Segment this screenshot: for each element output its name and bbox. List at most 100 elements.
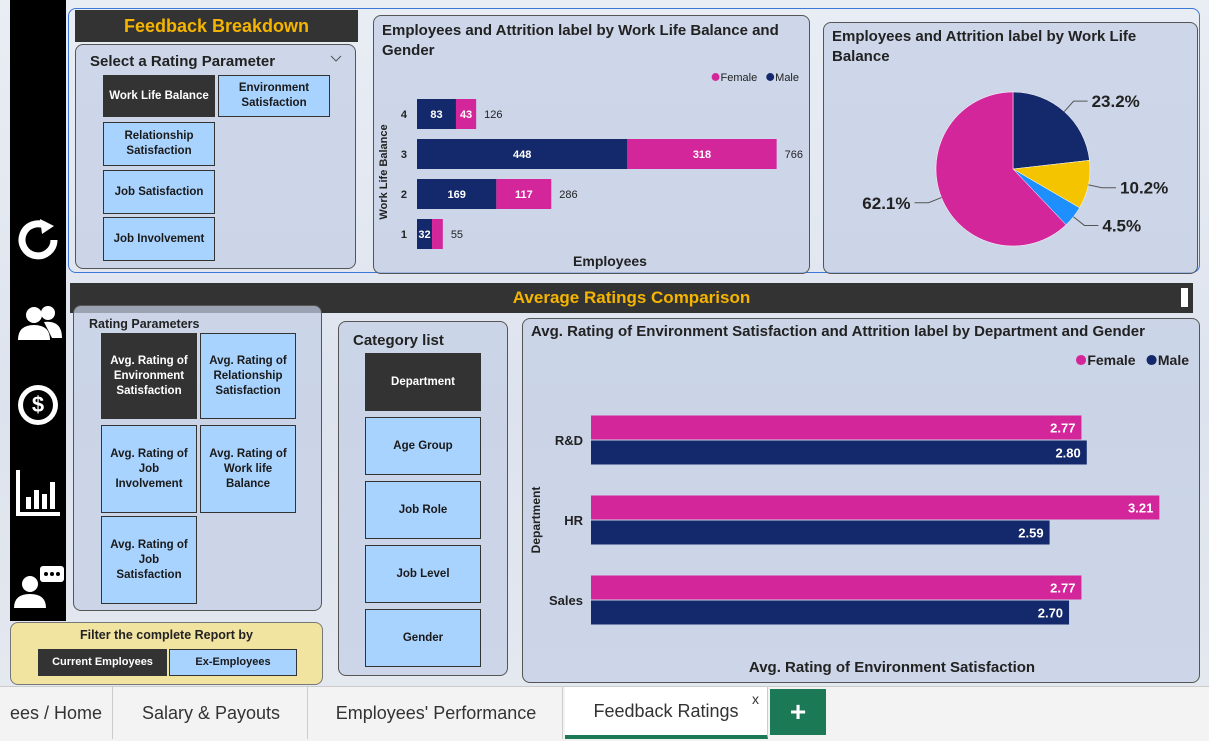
bar <box>591 415 1082 440</box>
report-canvas: $ Feedback Breakdown Select a Rating Par… <box>0 0 1209 686</box>
bar <box>627 139 777 169</box>
feedback-icon[interactable] <box>14 566 64 608</box>
salary-icon[interactable]: $ <box>18 385 58 425</box>
data-label: 3.21 <box>1128 501 1153 516</box>
y-tick-label: HR <box>564 513 583 528</box>
bar <box>417 219 433 249</box>
slicer-button[interactable]: Relationship Satisfaction <box>103 122 215 166</box>
data-label: 2.80 <box>1055 446 1080 461</box>
chart: R&D 2.77 2.80 HR 3.21 2.59 Sales 2.77 2.70 Avg. R… <box>529 352 1189 676</box>
bar <box>591 520 1050 545</box>
legend-label: Female <box>721 72 758 84</box>
y-tick-label: R&D <box>555 433 583 448</box>
data-label: 62.1% <box>862 194 910 213</box>
slicer-button[interactable]: Current Employees <box>38 649 167 676</box>
data-label: 448 <box>513 149 531 161</box>
pie-slice <box>1012 91 1090 170</box>
slicer-button[interactable]: Avg. Rating of Relationship Satisfaction <box>200 333 296 419</box>
total-label: 766 <box>785 149 803 161</box>
slicer-button[interactable]: Environment Satisfaction <box>218 75 330 117</box>
bar <box>591 440 1087 465</box>
slicer-button[interactable]: Work Life Balance <box>103 75 215 117</box>
bar <box>417 99 456 129</box>
data-label: 2.70 <box>1038 606 1063 621</box>
chart-title: Employees and Attrition label by Work Li… <box>832 28 1137 65</box>
tab[interactable]: Salary & Payouts <box>115 687 308 739</box>
y-tick-label: 3 <box>401 149 407 161</box>
data-label: 169 <box>447 189 465 201</box>
performance-icon[interactable] <box>16 470 60 516</box>
slicer-button[interactable]: Avg. Rating of Work life Balance <box>200 425 296 513</box>
y-axis-label: Department <box>529 487 543 554</box>
slicer-button[interactable]: Avg. Rating of Job Involvement <box>101 425 197 513</box>
y-tick-label: 1 <box>401 229 407 241</box>
refresh-icon[interactable] <box>18 220 58 260</box>
legend-label: Male <box>775 72 799 84</box>
legend-label: Male <box>1158 352 1189 368</box>
slicer-button[interactable]: Job Satisfaction <box>103 170 215 214</box>
x-axis-label: Employees <box>573 253 647 269</box>
leader-line <box>1063 100 1088 112</box>
data-label: 83 <box>430 109 442 121</box>
slicer-button[interactable]: Avg. Rating of Environment Satisfaction <box>101 333 197 419</box>
data-label: 2.77 <box>1050 581 1075 596</box>
leader-line <box>1073 216 1099 226</box>
x-axis-label: Avg. Rating of Environment Satisfaction <box>749 659 1035 676</box>
total-label: 126 <box>484 109 502 121</box>
tab[interactable]: Feedback Ratings <box>565 687 768 739</box>
bar <box>591 495 1160 520</box>
data-label: 117 <box>515 189 533 201</box>
slicer-button[interactable]: Job Level <box>365 545 481 603</box>
add-tab[interactable]: + <box>770 689 826 735</box>
slicer-title: Category list <box>353 332 444 349</box>
slicer-button[interactable]: Job Role <box>365 481 481 539</box>
chart-title: Avg. Rating of Environment Satisfaction … <box>531 323 1145 340</box>
chart: 23.2% 10.2% 4.5% 62.1% <box>862 91 1168 247</box>
chart: 4 83 43 126 3 448 318 766 2 169 117 286 1 32 55 Employe… <box>378 72 803 269</box>
total-label: 55 <box>451 229 463 241</box>
data-label: 32 <box>418 229 430 241</box>
data-label: 10.2% <box>1120 179 1168 198</box>
slicer-button[interactable]: Department <box>365 353 481 411</box>
section-title: Feedback Breakdown <box>75 10 358 42</box>
section-title: Average Ratings Comparison <box>70 283 1193 313</box>
slicer-button[interactable]: Gender <box>365 609 481 667</box>
close-tab[interactable]: x <box>752 691 759 707</box>
slicer-button[interactable]: Ex-Employees <box>169 649 297 676</box>
data-label: 2.59 <box>1018 526 1043 541</box>
chart-title: Employees and Attrition label by Work Li… <box>382 22 779 59</box>
slicer-button[interactable]: Job Involvement <box>103 217 215 261</box>
slicer-title: Select a Rating Parameter <box>90 53 276 70</box>
bar <box>591 600 1070 625</box>
leader-line <box>914 197 942 204</box>
total-label: 286 <box>559 189 577 201</box>
tab[interactable]: ees / Home <box>0 687 113 739</box>
scroll-handle[interactable] <box>1181 288 1188 307</box>
legend-marker <box>711 73 720 81</box>
data-label: 43 <box>460 109 472 121</box>
data-label: 4.5% <box>1102 216 1141 235</box>
bar <box>455 99 477 129</box>
data-label: 23.2% <box>1092 92 1140 111</box>
legend-marker <box>766 73 775 81</box>
data-label: 2.77 <box>1050 421 1075 436</box>
svg-text:$: $ <box>32 392 44 417</box>
slicer-button[interactable]: Avg. Rating of Job Satisfaction <box>101 516 197 604</box>
legend-marker <box>1075 354 1087 366</box>
slicer-title: Rating Parameters <box>89 317 200 331</box>
bar <box>417 139 628 169</box>
employees-icon[interactable] <box>18 306 62 340</box>
chevron[interactable] <box>330 55 342 63</box>
y-tick-label: 4 <box>401 109 408 121</box>
tab[interactable]: Employees' Performance <box>310 687 563 739</box>
bar <box>496 179 552 209</box>
tab-bar: ees / Home Salary & Payouts Employees' Per… <box>0 686 1209 741</box>
y-axis-label: Work Life Balance <box>378 124 390 219</box>
legend-marker <box>1146 354 1157 366</box>
sidebar: $ <box>10 0 66 621</box>
slicer-button[interactable]: Age Group <box>365 417 481 475</box>
bar <box>432 219 443 249</box>
y-tick-label: 2 <box>401 189 407 201</box>
bar <box>591 575 1082 600</box>
